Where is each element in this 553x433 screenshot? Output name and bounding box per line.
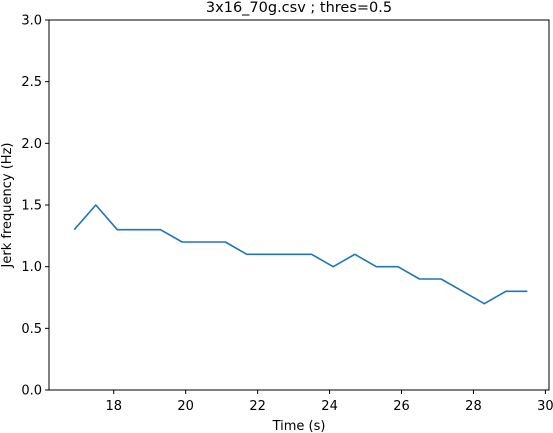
- y-tick-label: 1.5: [21, 199, 42, 214]
- x-axis-label: Time (s): [272, 419, 326, 433]
- x-tick-label: 28: [465, 399, 482, 414]
- series-line: [73, 204, 528, 305]
- plot-area: [48, 19, 550, 391]
- y-tick-label: 2.5: [21, 75, 42, 90]
- y-tick-label: 1.0: [21, 260, 42, 275]
- y-tick-label: 2.0: [21, 137, 42, 152]
- y-axis: 0.0 0.5 1.0 1.5 2.0 2.5 3.0: [21, 14, 49, 399]
- y-tick-label: 3.0: [21, 14, 42, 29]
- y-axis-label: Jerk frequency (Hz): [0, 143, 15, 269]
- x-tick-label: 24: [321, 399, 338, 414]
- chart-title: 3x16_70g.csv ; thres=0.5: [206, 0, 392, 16]
- x-tick-label: 26: [393, 399, 410, 414]
- x-tick-label: 30: [537, 399, 553, 414]
- y-tick-label: 0.0: [21, 384, 42, 399]
- x-tick-label: 20: [177, 399, 194, 414]
- axes-frame: [48, 19, 550, 391]
- x-axis: 18 20 22 24 26 28 30: [105, 390, 553, 414]
- x-tick-label: 22: [249, 399, 266, 414]
- y-tick-label: 0.5: [21, 322, 42, 337]
- x-tick-label: 18: [105, 399, 122, 414]
